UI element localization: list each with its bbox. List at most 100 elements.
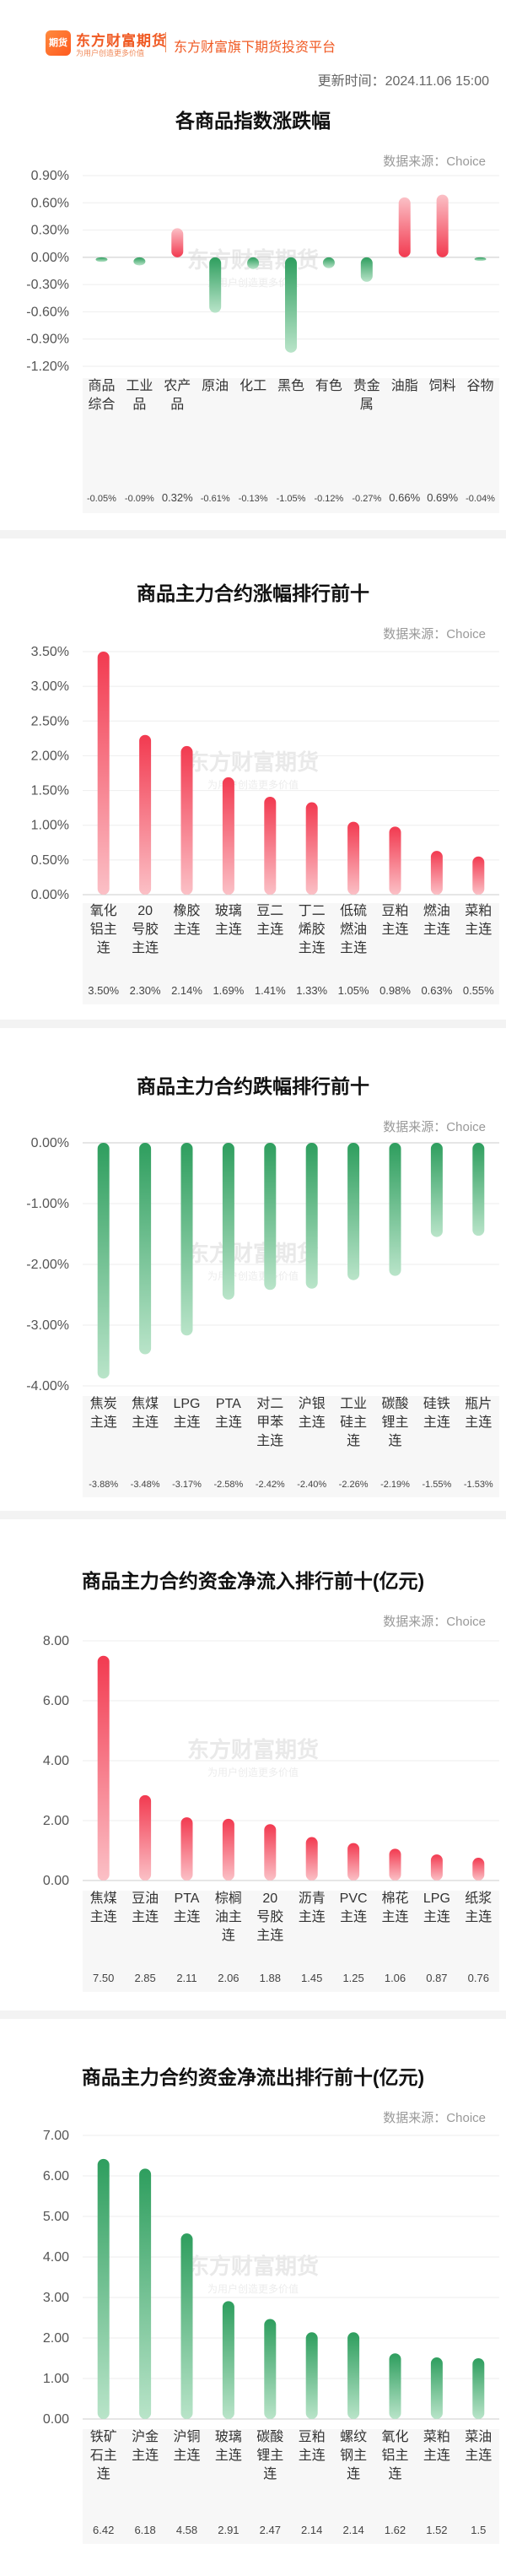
x-category-label: PVC xyxy=(340,1891,368,1906)
value-label: 0.87 xyxy=(426,1972,447,1984)
bar xyxy=(180,1143,193,1336)
y-tick-label: 0.00% xyxy=(31,1136,69,1150)
x-category-label: 主连 xyxy=(90,1909,117,1924)
value-label: 6.42 xyxy=(93,2524,114,2536)
bar xyxy=(247,257,260,269)
chart-section-top-gainers: 商品主力合约涨幅排行前十 数据来源：Choice 东方财富期货 为用户创造更多价值… xyxy=(0,538,506,1020)
bar xyxy=(180,1817,193,1881)
x-category-label: 油主 xyxy=(215,1909,242,1924)
x-category-label: 主连 xyxy=(299,1909,326,1924)
value-label: -3.88% xyxy=(89,1480,118,1490)
chart-title: 商品主力合约资金净流入排行前十(亿元) xyxy=(81,1570,425,1592)
x-category-label: 燃油 xyxy=(340,922,367,937)
brand-slogan: 为用户创造更多价值 xyxy=(76,49,145,57)
x-category-label: 主连 xyxy=(90,1415,117,1430)
y-tick-label: 1.00% xyxy=(31,819,69,833)
y-tick-label: 0.00% xyxy=(31,251,69,265)
chart-title: 商品主力合约涨幅排行前十 xyxy=(137,582,369,604)
x-category-label: 豆粕 xyxy=(299,2429,326,2444)
category-label-panel xyxy=(83,1396,499,1497)
value-label: -2.58% xyxy=(213,1480,243,1490)
x-category-label: 连 xyxy=(263,2466,277,2481)
x-category-label: PTA xyxy=(216,1397,241,1411)
y-tick-label: 0.00% xyxy=(31,888,69,902)
x-category-label: 碳酸 xyxy=(381,1396,408,1411)
category-label-panel xyxy=(83,2429,499,2544)
y-tick-label: 0.00 xyxy=(43,1874,69,1888)
bar xyxy=(222,777,234,895)
x-category-label: 主连 xyxy=(215,2448,242,2463)
x-category-label: 主连 xyxy=(173,2448,200,2463)
value-label: 1.45 xyxy=(301,1972,322,1984)
platform-name: 东方财富旗下期货投资平台 xyxy=(174,41,336,55)
value-label: -0.04% xyxy=(466,494,495,504)
bar xyxy=(97,652,110,895)
x-category-label: 工业 xyxy=(340,1396,367,1411)
x-category-label: 主连 xyxy=(465,2448,492,2463)
x-category-label: 焦煤 xyxy=(132,1396,159,1411)
bar xyxy=(472,856,485,895)
value-label: 1.41% xyxy=(255,984,286,997)
x-category-label: 化工 xyxy=(240,378,266,393)
x-category-label: 玻璃 xyxy=(215,903,242,918)
data-source: 数据来源：Choice xyxy=(383,1120,486,1134)
watermark-text: 东方财富期货 xyxy=(187,1737,319,1762)
value-label: 2.14 xyxy=(301,2524,322,2536)
value-label: 4.58 xyxy=(176,2524,197,2536)
y-tick-label: -4.00% xyxy=(26,1379,69,1394)
bar xyxy=(264,796,277,895)
x-category-label: 铝主 xyxy=(381,2448,408,2463)
value-label: 1.25 xyxy=(342,1972,363,1984)
chart-title: 商品主力合约资金净流出排行前十(亿元) xyxy=(81,2066,425,2088)
data-source: 数据来源：Choice xyxy=(383,627,486,641)
x-category-label: 贵金 xyxy=(353,378,380,393)
bar xyxy=(360,257,373,282)
bar xyxy=(389,1143,401,1276)
x-category-label: 主连 xyxy=(299,1415,326,1430)
bar xyxy=(222,2301,234,2419)
x-category-label: 低硫 xyxy=(340,903,367,918)
x-category-label: 菜油 xyxy=(465,2429,492,2444)
value-label: 0.69% xyxy=(427,491,458,504)
y-tick-label: 4.00 xyxy=(43,2250,69,2265)
bar xyxy=(436,194,449,257)
x-category-label: 饲料 xyxy=(429,378,456,393)
x-category-label: 主连 xyxy=(299,2448,326,2463)
value-label: 1.52 xyxy=(426,2524,447,2536)
bar xyxy=(389,826,401,895)
bar xyxy=(139,734,152,895)
x-category-label: 主连 xyxy=(465,922,492,937)
bar xyxy=(171,228,184,257)
x-category-label: 菜粕 xyxy=(465,903,492,918)
value-label: 0.98% xyxy=(380,984,411,997)
x-category-label: 锂主 xyxy=(256,2448,283,2463)
bar xyxy=(472,1143,485,1237)
x-category-label: 主连 xyxy=(423,1909,450,1924)
value-label: 2.85 xyxy=(134,1972,155,1984)
bar xyxy=(139,1143,152,1355)
y-tick-label: 4.00 xyxy=(43,1754,69,1768)
category-label-panel xyxy=(83,1891,499,1992)
chart-section-top-losers: 商品主力合约跌幅排行前十 数据来源：Choice 东方财富期货 为用户创造更多价值… xyxy=(0,1028,506,1511)
x-category-label: 连 xyxy=(388,1433,401,1448)
bar xyxy=(97,2158,110,2419)
bar xyxy=(472,1858,485,1881)
x-category-label: 主连 xyxy=(173,922,200,937)
bar xyxy=(97,1143,110,1379)
x-category-label: 主连 xyxy=(256,1433,283,1448)
x-category-label: 氧化 xyxy=(381,2429,408,2444)
y-tick-label: 1.00 xyxy=(43,2372,69,2386)
x-category-label: 硅主 xyxy=(340,1415,367,1430)
x-category-label: 主连 xyxy=(256,1928,283,1943)
bar xyxy=(347,1143,360,1280)
bar xyxy=(389,1848,401,1881)
x-category-label: 氧化 xyxy=(90,903,117,918)
x-category-label: 20 xyxy=(262,1891,277,1906)
x-category-label: 沪铜 xyxy=(173,2429,200,2444)
value-label: -0.13% xyxy=(239,494,268,504)
y-tick-label: 2.00 xyxy=(43,1814,69,1828)
x-category-label: 主连 xyxy=(173,1415,200,1430)
x-category-label: 主连 xyxy=(465,1415,492,1430)
x-category-label: 属 xyxy=(360,398,374,412)
bar xyxy=(133,257,146,266)
